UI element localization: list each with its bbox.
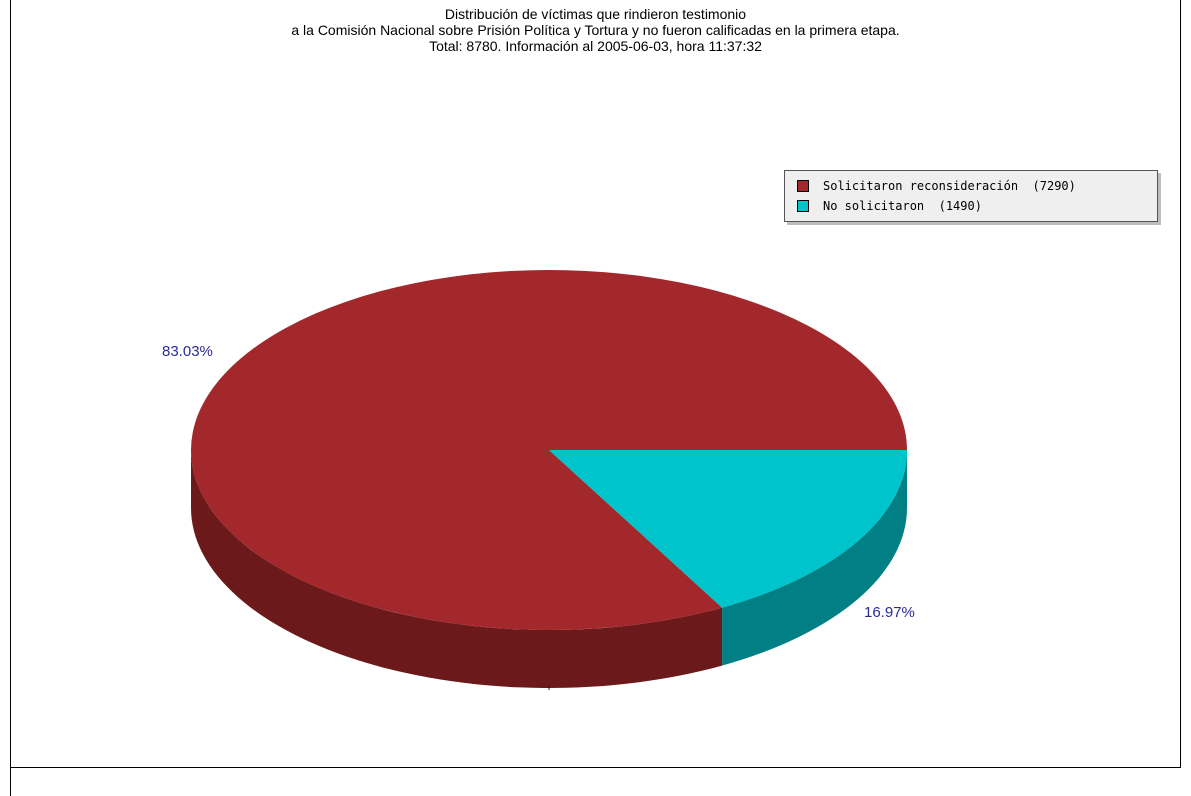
legend-item-solicitaron: Solicitaron reconsideración (7290): [797, 178, 1076, 194]
pie-side-0: [190, 450, 723, 689]
chart-title: Distribución de víctimas que rindieron t…: [0, 6, 1191, 54]
legend-label-solicitaron: Solicitaron reconsideración (7290): [823, 179, 1076, 193]
legend-item-no-solicitaron: No solicitaron (1490): [797, 198, 982, 214]
legend-swatch-solicitaron: [797, 180, 809, 192]
legend: Solicitaron reconsideración (7290) No so…: [784, 170, 1158, 222]
percent-label-solicitaron: 83.03%: [162, 343, 213, 360]
chart-frame: [10, 0, 1181, 768]
legend-label-no-solicitaron: No solicitaron (1490): [823, 199, 982, 213]
frame-left-edge: [10, 0, 11, 796]
pie-slice-1: [549, 450, 907, 608]
title-line-1: Distribución de víctimas que rindieron t…: [444, 6, 747, 22]
pie-side-1: [722, 450, 907, 666]
percent-label-no-solicitaron: 16.97%: [864, 604, 915, 621]
legend-swatch-no-solicitaron: [797, 200, 809, 212]
title-line-3: Total: 8780. Información al 2005-06-03, …: [429, 38, 762, 54]
title-line-2: a la Comisión Nacional sobre Prisión Pol…: [291, 22, 900, 38]
